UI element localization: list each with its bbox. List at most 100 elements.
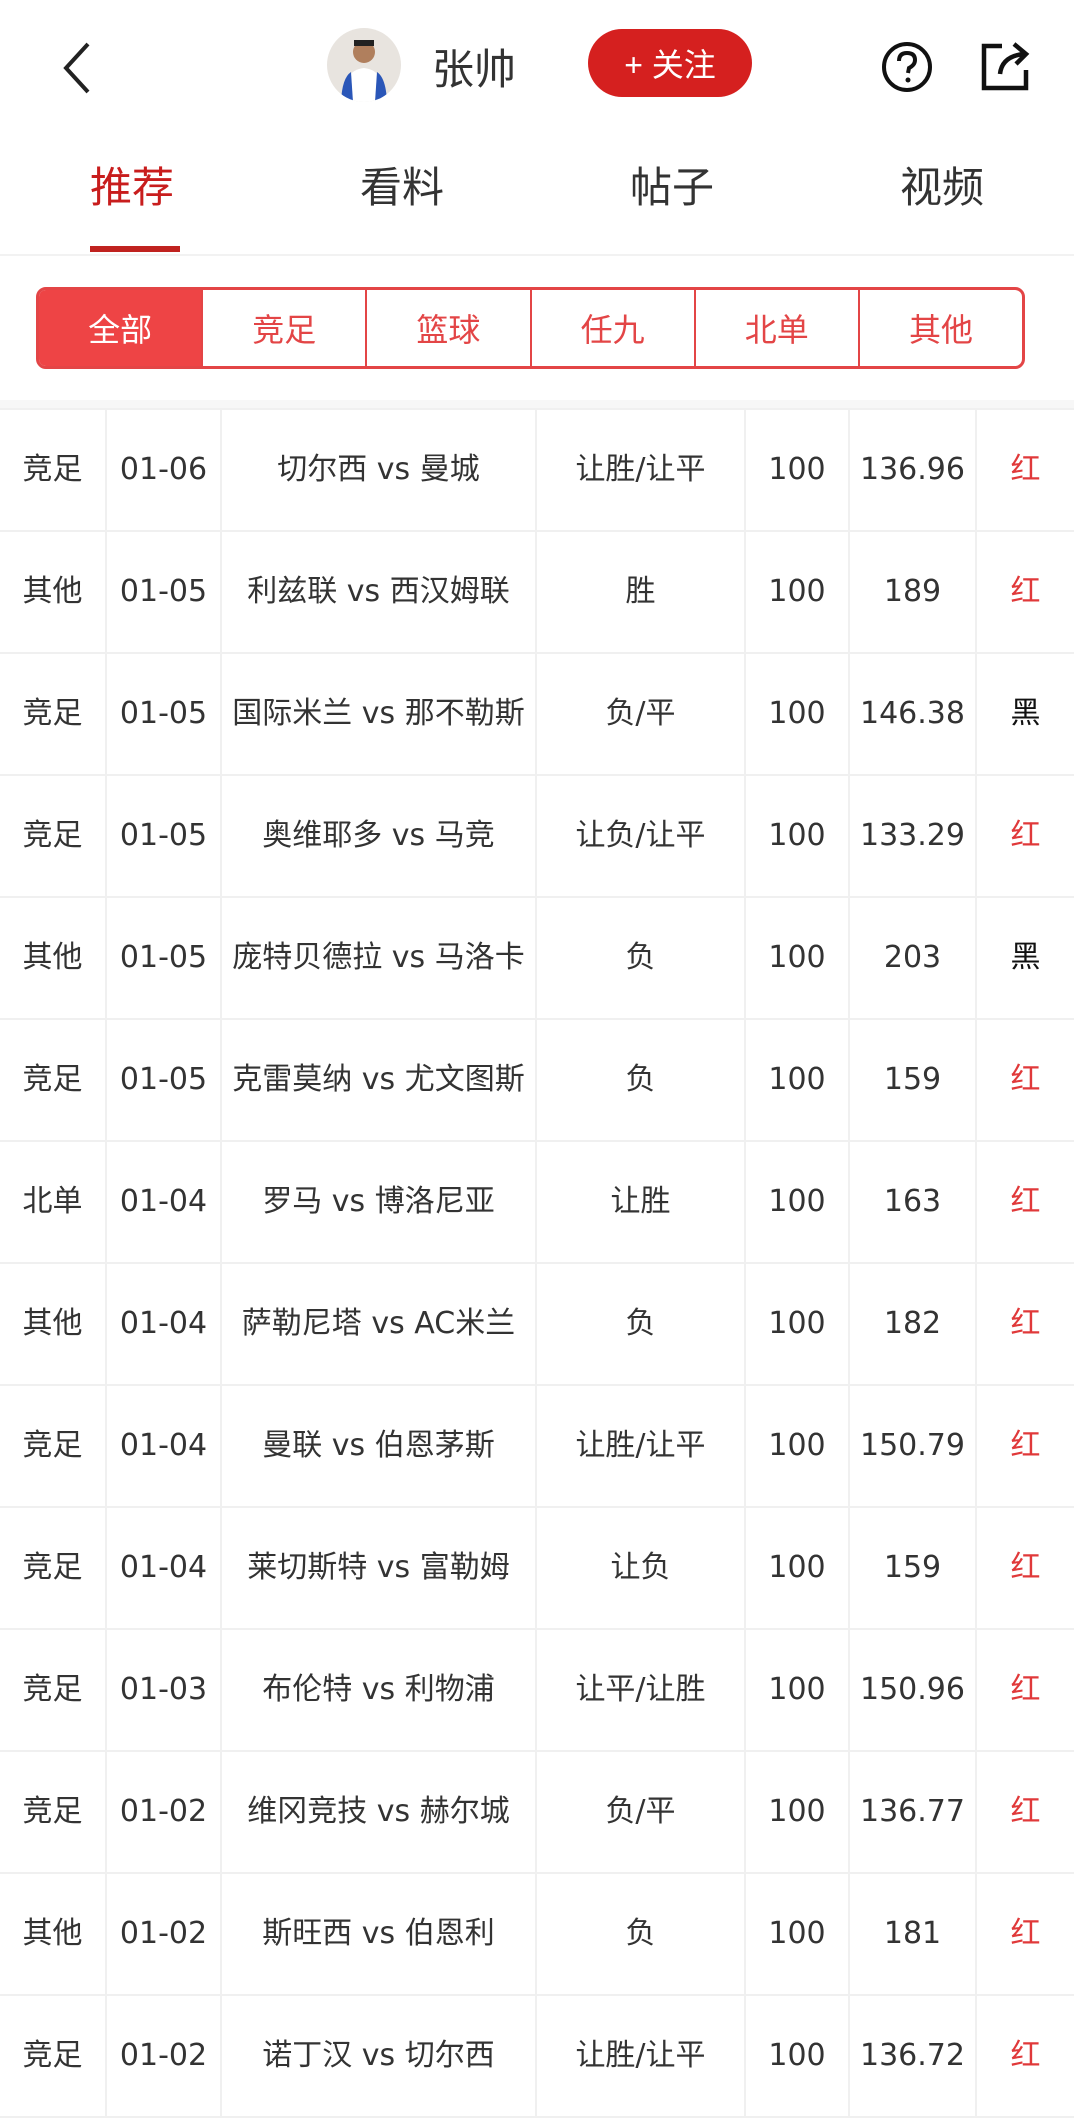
cell-pick: 让胜	[535, 1140, 746, 1264]
cell-date: 01-04	[105, 1262, 222, 1386]
help-icon[interactable]	[880, 40, 934, 94]
category-filter: 全部 竞足 篮球 任九 北单 其他	[36, 287, 1025, 369]
cell-match: 克雷莫纳 vs 尤文图斯	[220, 1018, 537, 1142]
share-icon[interactable]	[978, 38, 1034, 94]
cell-pick: 负	[535, 1262, 746, 1386]
cell-pick: 让负/让平	[535, 774, 746, 898]
follow-button[interactable]: + 关注	[588, 29, 752, 97]
cell-stake: 100	[744, 1384, 850, 1508]
cell-stake: 100	[744, 774, 850, 898]
tab-videos[interactable]: 视频	[900, 163, 985, 212]
cell-date: 01-02	[105, 1994, 222, 2118]
table-row[interactable]: 竞足 01-02 诺丁汉 vs 切尔西 让胜/让平 100 136.72 红	[0, 1994, 1074, 2118]
filter-basketball[interactable]: 篮球	[365, 290, 529, 366]
cell-result: 红	[975, 1506, 1074, 1630]
table-row[interactable]: 竞足 01-06 切尔西 vs 曼城 让胜/让平 100 136.96 红	[0, 408, 1074, 532]
cell-type: 竞足	[0, 1994, 107, 2118]
cell-return: 150.96	[848, 1628, 977, 1752]
tab-bar: 推荐 看料 帖子 视频	[0, 130, 1074, 256]
cell-return: 150.79	[848, 1384, 977, 1508]
filter-renjiu[interactable]: 任九	[529, 290, 694, 366]
filter-other[interactable]: 其他	[857, 290, 1022, 366]
cell-return: 133.29	[848, 774, 977, 898]
cell-stake: 100	[744, 652, 850, 776]
filter-all[interactable]: 全部	[39, 290, 202, 366]
cell-type: 竞足	[0, 1018, 107, 1142]
cell-result: 红	[975, 1140, 1074, 1264]
cell-stake: 100	[744, 1262, 850, 1386]
cell-stake: 100	[744, 1140, 850, 1264]
cell-result: 红	[975, 1018, 1074, 1142]
cell-type: 北单	[0, 1140, 107, 1264]
cell-result: 红	[975, 1384, 1074, 1508]
cell-type: 竞足	[0, 1628, 107, 1752]
cell-return: 136.77	[848, 1750, 977, 1874]
cell-return: 203	[848, 896, 977, 1020]
cell-date: 01-05	[105, 774, 222, 898]
cell-date: 01-02	[105, 1750, 222, 1874]
table-row[interactable]: 竞足 01-04 曼联 vs 伯恩茅斯 让胜/让平 100 150.79 红	[0, 1384, 1074, 1508]
avatar[interactable]	[327, 28, 401, 102]
cell-pick: 让胜/让平	[535, 1994, 746, 2118]
cell-match: 莱切斯特 vs 富勒姆	[220, 1506, 537, 1630]
cell-pick: 负/平	[535, 652, 746, 776]
table-row[interactable]: 其他 01-02 斯旺西 vs 伯恩利负 100 181 红	[0, 1872, 1074, 1996]
cell-return: 136.96	[848, 408, 977, 532]
cell-type: 竞足	[0, 652, 107, 776]
cell-pick: 负	[535, 896, 746, 1020]
cell-date: 01-05	[105, 530, 222, 654]
cell-pick: 负	[535, 1018, 746, 1142]
active-tab-indicator	[90, 246, 180, 252]
cell-pick: 负	[535, 1872, 746, 1996]
table-row[interactable]: 竞足 01-05 国际米兰 vs 那不勒斯 负/平 100 146.38 黑	[0, 652, 1074, 776]
cell-pick: 胜	[535, 530, 746, 654]
cell-return: 159	[848, 1018, 977, 1142]
cell-result: 红	[975, 1994, 1074, 2118]
table-row[interactable]: 竞足 01-05 奥维耶多 vs 马竞 让负/让平 100 133.29 红	[0, 774, 1074, 898]
cell-stake: 100	[744, 1750, 850, 1874]
cell-type: 竞足	[0, 408, 107, 532]
cell-result: 红	[975, 1628, 1074, 1752]
table-row[interactable]: 其他 01-05 利兹联 vs 西汉姆联胜 100 189 红	[0, 530, 1074, 654]
table-row[interactable]: 竞足 01-05 克雷莫纳 vs 尤文图斯负 100 159 红	[0, 1018, 1074, 1142]
records-table: 竞足 01-06 切尔西 vs 曼城 让胜/让平 100 136.96 红其他 01-05 利兹…	[0, 408, 1074, 2118]
cell-match: 奥维耶多 vs 马竞	[220, 774, 537, 898]
cell-date: 01-06	[105, 408, 222, 532]
cell-match: 布伦特 vs 利物浦	[220, 1628, 537, 1752]
cell-pick: 让负	[535, 1506, 746, 1630]
cell-return: 189	[848, 530, 977, 654]
cell-result: 红	[975, 1872, 1074, 1996]
filter-jingzu[interactable]: 竞足	[201, 290, 365, 366]
cell-date: 01-04	[105, 1506, 222, 1630]
cell-result: 红	[975, 408, 1074, 532]
tab-posts[interactable]: 帖子	[630, 163, 715, 212]
tab-insider[interactable]: 看料	[360, 163, 445, 212]
divider	[0, 400, 1074, 408]
cell-match: 国际米兰 vs 那不勒斯	[220, 652, 537, 776]
table-row[interactable]: 竞足 01-03 布伦特 vs 利物浦 让平/让胜 100 150.96 红	[0, 1628, 1074, 1752]
cell-return: 136.72	[848, 1994, 977, 2118]
cell-stake: 100	[744, 896, 850, 1020]
cell-match: 诺丁汉 vs 切尔西	[220, 1994, 537, 2118]
cell-result: 红	[975, 1750, 1074, 1874]
table-row[interactable]: 竞足 01-02 维冈竞技 vs 赫尔城 负/平 100 136.77 红	[0, 1750, 1074, 1874]
cell-return: 163	[848, 1140, 977, 1264]
cell-result: 黑	[975, 896, 1074, 1020]
cell-match: 罗马 vs 博洛尼亚	[220, 1140, 537, 1264]
table-row[interactable]: 其他 01-05 庞特贝德拉 vs 马洛卡负 100 203 黑	[0, 896, 1074, 1020]
back-arrow-icon[interactable]	[52, 38, 102, 98]
cell-type: 竞足	[0, 1506, 107, 1630]
cell-date: 01-05	[105, 896, 222, 1020]
cell-stake: 100	[744, 1872, 850, 1996]
cell-stake: 100	[744, 1506, 850, 1630]
table-row[interactable]: 其他 01-04 萨勒尼塔 vs AC米兰负 100 182 红	[0, 1262, 1074, 1386]
cell-match: 利兹联 vs 西汉姆联	[220, 530, 537, 654]
tab-recommend[interactable]: 推荐	[90, 163, 175, 212]
table-row[interactable]: 北单 01-04 罗马 vs 博洛尼亚 让胜 100 163 红	[0, 1140, 1074, 1264]
cell-return: 182	[848, 1262, 977, 1386]
cell-pick: 让胜/让平	[535, 1384, 746, 1508]
cell-stake: 100	[744, 408, 850, 532]
table-row[interactable]: 竞足 01-04 莱切斯特 vs 富勒姆 让负 100 159 红	[0, 1506, 1074, 1630]
filter-beidan[interactable]: 北单	[693, 290, 858, 366]
cell-date: 01-04	[105, 1384, 222, 1508]
